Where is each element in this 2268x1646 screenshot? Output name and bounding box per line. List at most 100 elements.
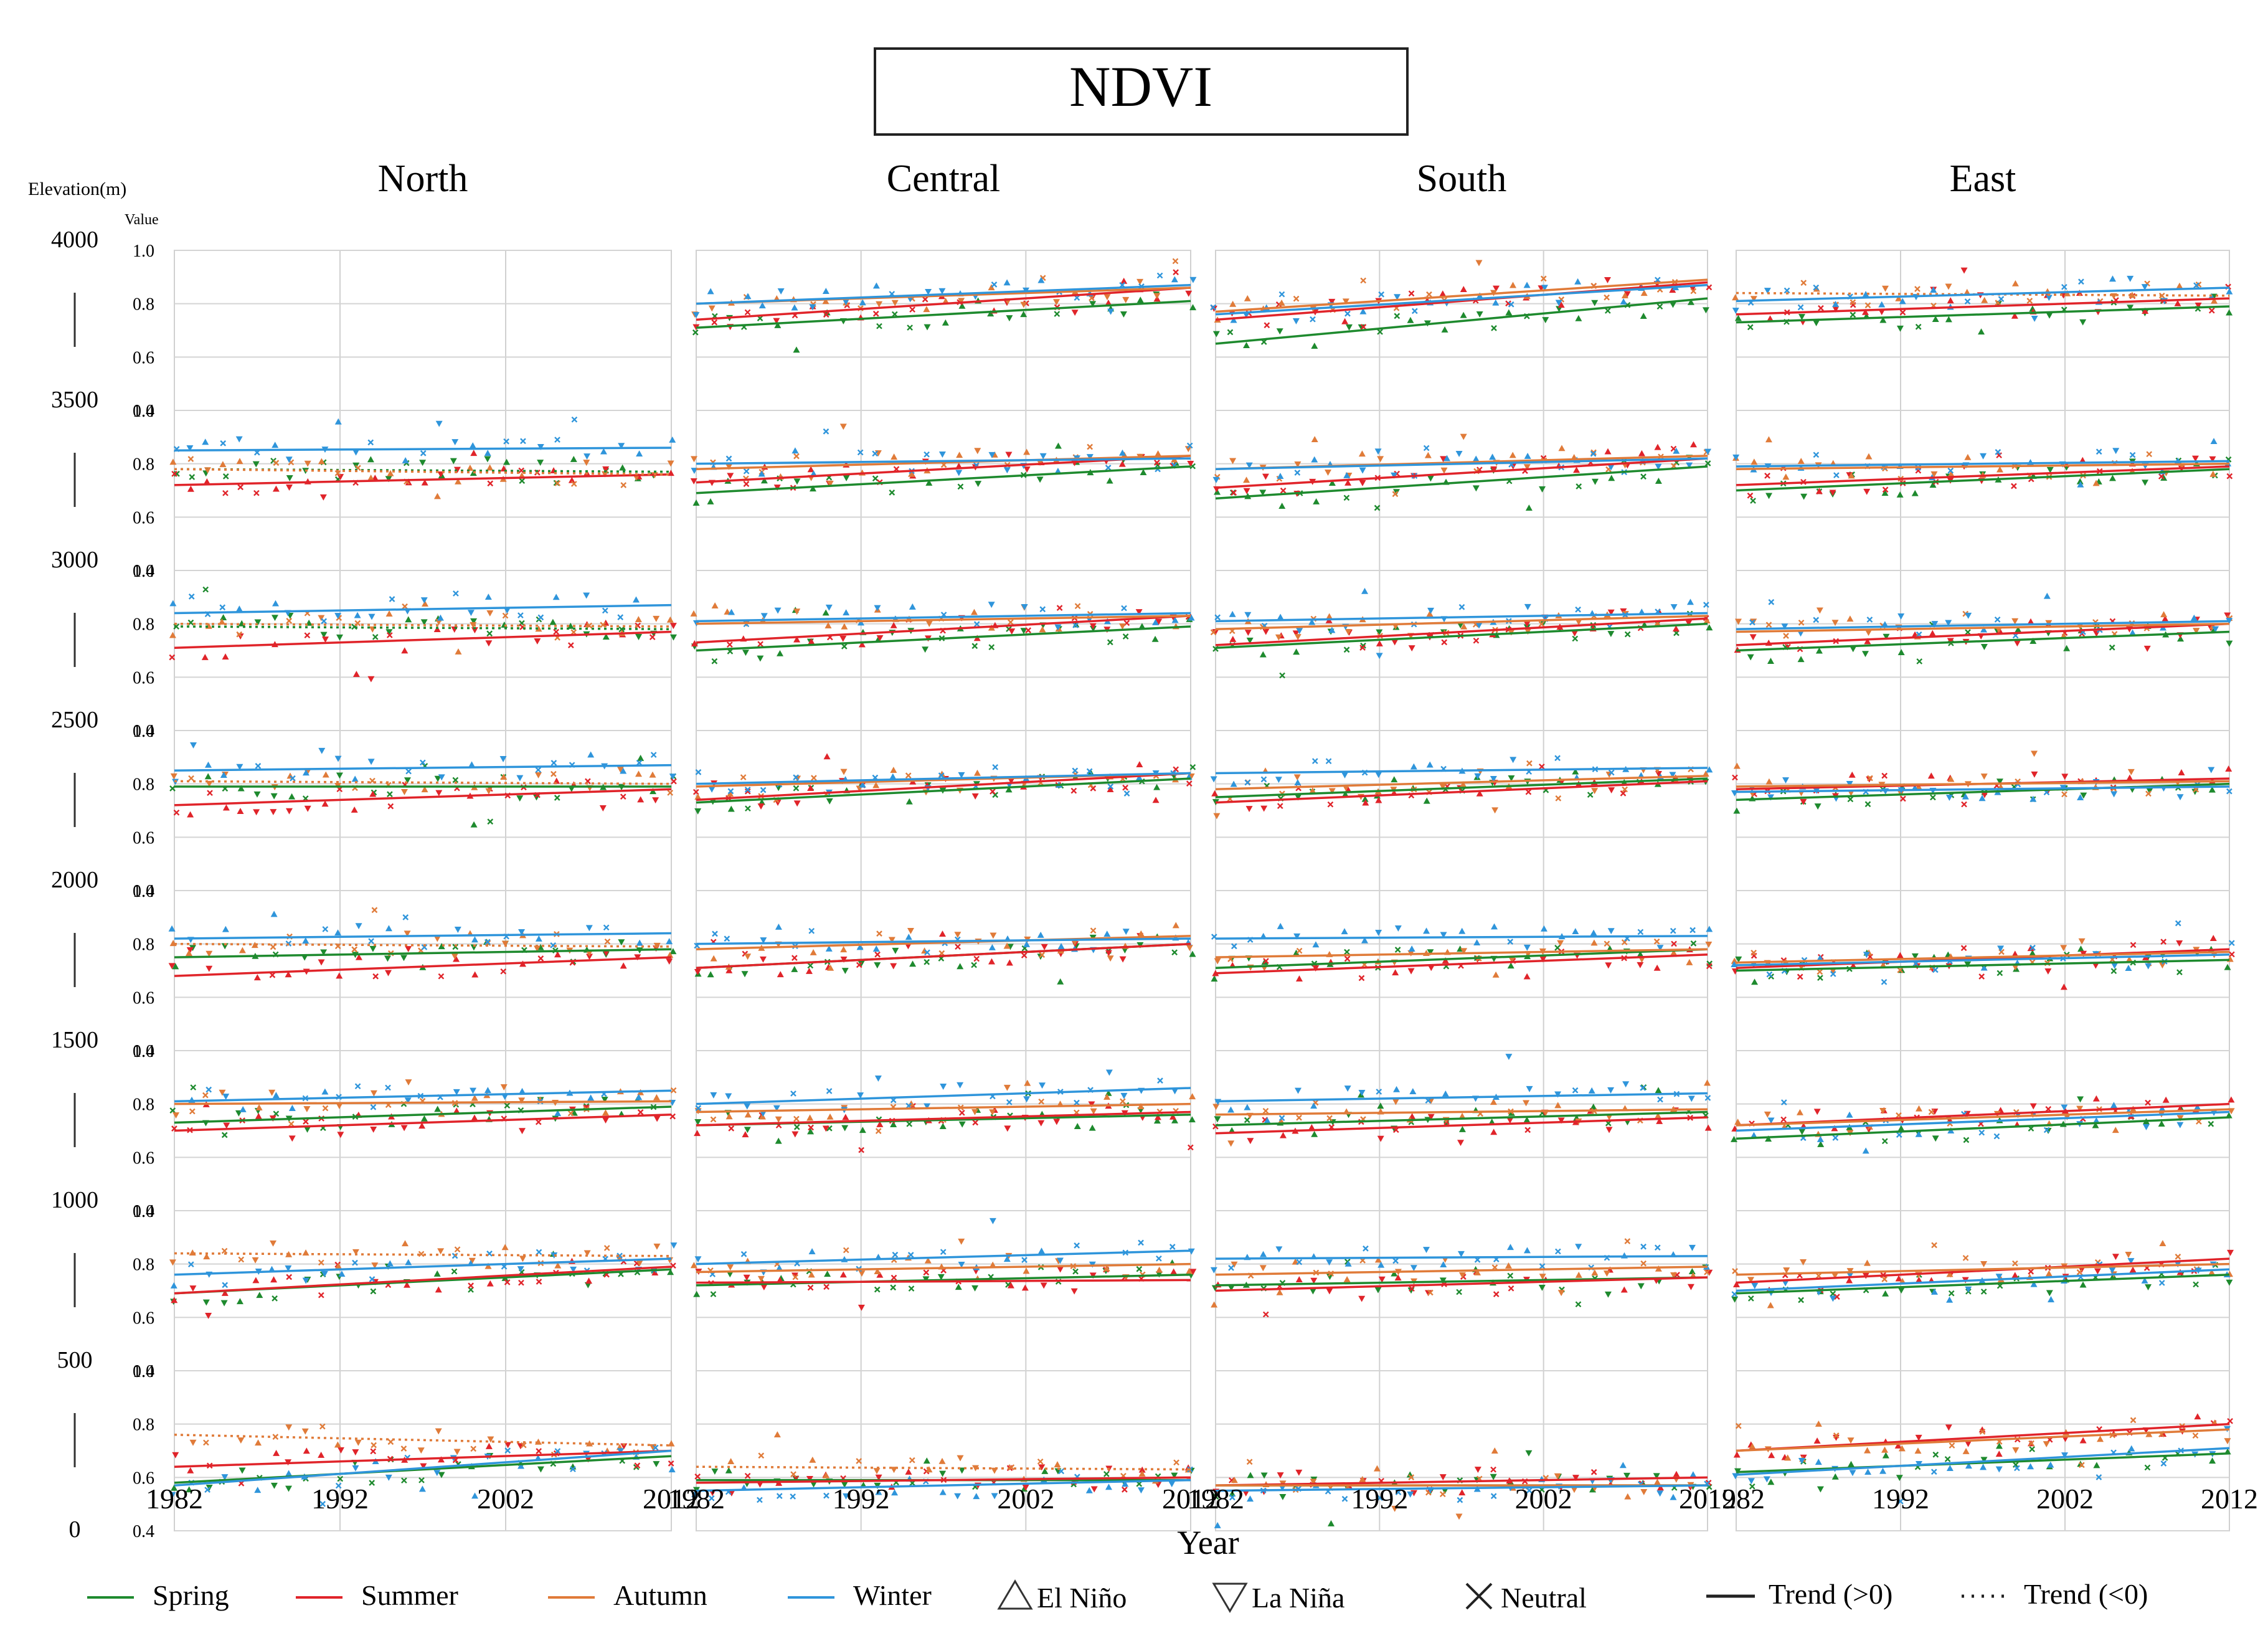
point-el-nino (1278, 299, 1285, 306)
point-el-nino (1897, 649, 1905, 656)
point-el-nino (1171, 276, 1178, 283)
point-el-nino (285, 1470, 293, 1477)
point-el-nino (2011, 280, 2019, 286)
point-el-nino (2208, 1269, 2216, 1275)
point-neutral (1866, 617, 1873, 623)
point-el-nino (203, 1253, 210, 1260)
point-la-nina (1525, 1450, 1533, 1457)
point-la-nina (1022, 1484, 1029, 1491)
point-neutral (971, 962, 977, 968)
point-la-nina (570, 1266, 577, 1273)
point-la-nina (2176, 1115, 2184, 1122)
point-el-nino (938, 930, 946, 937)
point-el-nino (222, 653, 229, 660)
point-neutral (823, 1284, 829, 1290)
point-neutral (1326, 1115, 1333, 1122)
point-el-nino (1374, 1256, 1382, 1263)
point-el-nino (859, 299, 866, 306)
point-el-nino (1588, 1087, 1595, 1094)
point-neutral (1915, 323, 1922, 330)
point-el-nino (1654, 620, 1661, 627)
point-neutral (1993, 1133, 2000, 1140)
point-neutral (973, 621, 980, 628)
point-neutral (2029, 1446, 2036, 1452)
point-neutral (1798, 1297, 1804, 1303)
point-el-nino (1686, 598, 1694, 605)
point-neutral (1490, 1466, 1496, 1473)
value-tick-label: 0.6 (133, 828, 154, 848)
point-la-nina (690, 478, 697, 485)
point-neutral (1608, 769, 1615, 776)
point-el-nino (535, 935, 542, 942)
point-el-nino (1653, 1478, 1661, 1485)
point-neutral (1039, 952, 1046, 958)
trend-line-spring (696, 465, 1191, 494)
point-el-nino (1862, 1147, 1869, 1154)
point-la-nina (202, 1299, 210, 1306)
panel-south (1210, 250, 1713, 1531)
point-neutral (1296, 1114, 1302, 1121)
trend-line-summer (696, 942, 1191, 969)
point-la-nina (1541, 285, 1548, 291)
point-neutral (1122, 784, 1128, 791)
point-el-nino (1136, 761, 1143, 767)
point-el-nino (1359, 308, 1367, 315)
point-neutral (1932, 967, 1939, 973)
point-neutral (922, 296, 928, 303)
point-neutral (1411, 308, 1418, 315)
point-la-nina (1782, 1280, 1789, 1287)
point-el-nino (1832, 300, 1840, 307)
point-la-nina (1965, 1440, 1972, 1447)
point-el-nino (1572, 768, 1579, 775)
point-la-nina (1554, 1091, 1562, 1098)
trend-line-autumn (696, 1102, 1191, 1114)
point-la-nina (875, 1474, 882, 1481)
point-neutral (743, 468, 750, 475)
point-la-nina (743, 1274, 750, 1281)
point-el-nino (1426, 761, 1434, 768)
point-neutral (1277, 803, 1283, 810)
point-el-nino (635, 770, 643, 777)
point-neutral (745, 805, 751, 812)
trend-line-spring (696, 625, 1191, 652)
trend-line-winter (696, 1087, 1191, 1105)
legend-label: Winter (853, 1579, 932, 1611)
value-tick-label: 1.0 (133, 242, 154, 261)
point-la-nina (302, 1277, 309, 1284)
legend-item-winter: Winter (788, 1579, 932, 1611)
point-la-nina (1214, 958, 1221, 965)
point-el-nino (1523, 1116, 1531, 1123)
point-neutral (187, 1261, 194, 1268)
trend-line-winter (174, 1257, 672, 1276)
point-neutral (1850, 311, 1856, 318)
point-la-nina (669, 623, 677, 630)
point-el-nino (858, 641, 866, 648)
point-el-nino (1152, 797, 1160, 803)
point-la-nina (1107, 955, 1114, 962)
point-la-nina (253, 809, 260, 816)
point-la-nina (304, 460, 311, 467)
value-tick-label: 1.0 (133, 562, 154, 581)
point-el-nino (1211, 790, 1219, 797)
point-la-nina (417, 1447, 425, 1454)
point-la-nina (433, 935, 441, 942)
trend-line-winter (174, 932, 672, 940)
value-tick-label: 0.6 (133, 1148, 154, 1168)
point-la-nina (988, 602, 995, 608)
point-el-nino (2211, 297, 2218, 304)
point-la-nina (1391, 472, 1398, 479)
point-el-nino (1574, 278, 1582, 285)
point-neutral (1156, 1255, 1162, 1262)
trend-line-autumn (1736, 622, 2230, 633)
point-la-nina (2143, 645, 2151, 652)
point-la-nina (318, 747, 326, 754)
point-la-nina (725, 1093, 732, 1100)
point-el-nino (1260, 1251, 1267, 1257)
point-la-nina (810, 1481, 818, 1488)
point-la-nina (1669, 301, 1676, 308)
point-el-nino (809, 1456, 816, 1463)
point-la-nina (1813, 319, 1820, 326)
point-la-nina (1295, 794, 1302, 801)
point-neutral (1344, 310, 1351, 317)
point-el-nino (2125, 965, 2132, 971)
